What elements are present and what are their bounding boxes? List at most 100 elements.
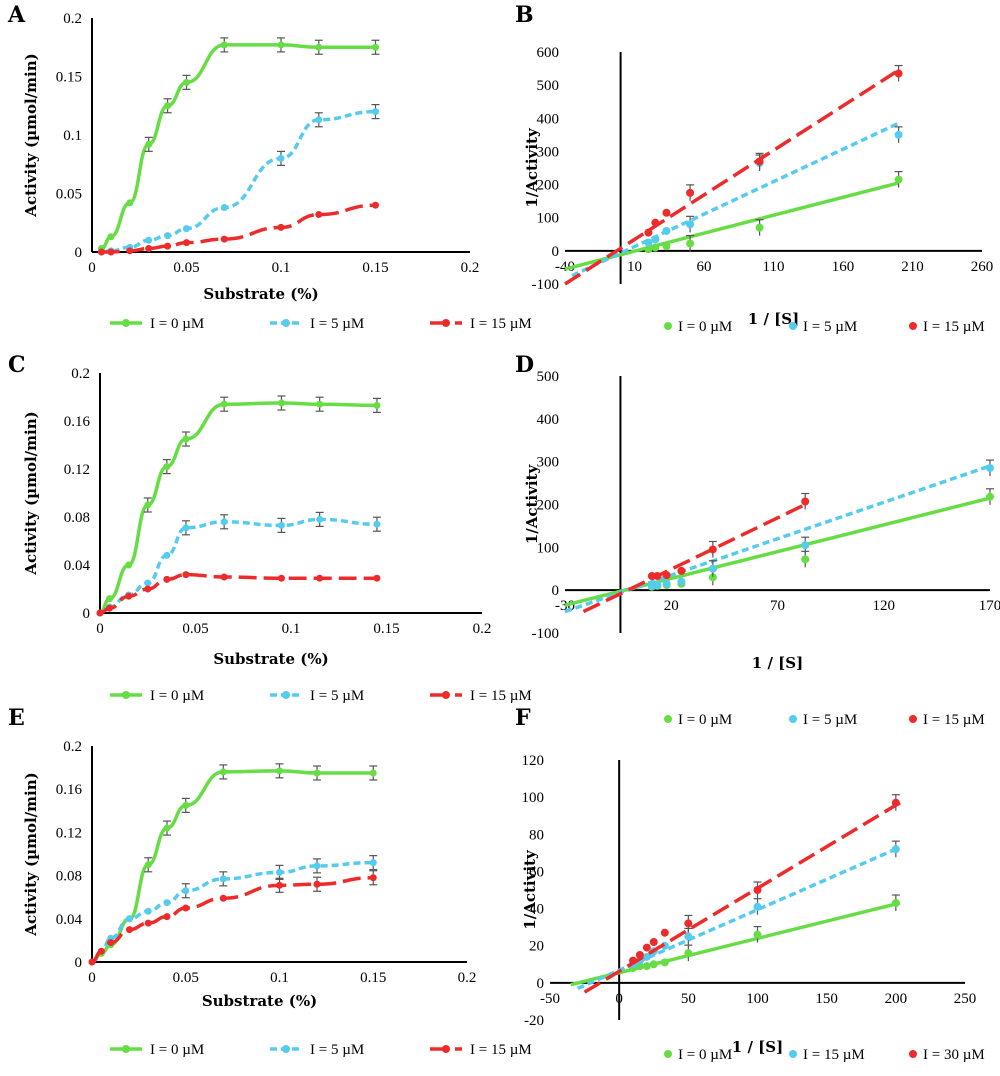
data-point — [277, 41, 285, 49]
trend-line — [564, 68, 900, 286]
legend-marker — [122, 319, 130, 327]
data-point — [163, 824, 171, 832]
data-point — [986, 492, 994, 501]
data-point — [662, 242, 671, 251]
data-point — [801, 555, 810, 564]
data-point — [144, 861, 152, 869]
data-point — [373, 574, 381, 582]
data-point — [219, 894, 227, 902]
data-point — [894, 130, 903, 139]
y-tick-label: -100 — [532, 626, 560, 642]
legend-entry: I = 15 µM — [909, 319, 985, 335]
trend-line — [564, 181, 900, 271]
series-line — [91, 769, 374, 964]
y-tick-label: 0 — [83, 606, 91, 622]
legend-marker — [282, 319, 290, 327]
data-point — [649, 960, 658, 969]
data-point — [313, 862, 321, 870]
y-tick-label: 0 — [552, 583, 560, 599]
panel-d: D -30 20 70 120 170 -100 0 100 200 300 400 500 1 / [S… — [515, 352, 1000, 728]
y-tick-label: 300 — [537, 455, 560, 471]
x-tick-label: 210 — [901, 259, 924, 275]
legend-label: I = 15 µM — [923, 712, 985, 728]
legend-entry: I = 5 µM — [270, 316, 364, 332]
data-point — [894, 69, 903, 78]
data-point — [277, 223, 285, 231]
y-axis-title: Activity (µmol/min) — [22, 411, 40, 575]
panel-letter: C — [8, 352, 26, 378]
data-point — [316, 574, 324, 582]
data-point — [708, 545, 717, 554]
y-tick-label: 0.12 — [56, 825, 82, 841]
data-point — [653, 581, 662, 590]
x-tick-label: 0.05 — [173, 260, 199, 276]
x-tick-label: 200 — [885, 991, 908, 1007]
data-point — [125, 561, 133, 569]
data-point — [277, 399, 285, 407]
data-point — [220, 235, 228, 243]
legend-marker — [664, 1050, 672, 1058]
x-tick-label: -30 — [555, 598, 575, 614]
data-point — [220, 400, 228, 408]
legend-entry: I = 5 µM — [270, 1042, 364, 1058]
data-point — [684, 932, 693, 941]
data-point — [107, 939, 115, 947]
y-tick-label: 200 — [537, 178, 560, 194]
data-point — [163, 899, 171, 907]
x-tick-label: 70 — [770, 598, 785, 614]
data-point — [651, 218, 660, 227]
legend-entry: I = 0 µM — [110, 1042, 204, 1058]
data-point — [183, 225, 190, 233]
x-axis-title: 1 / [S] — [732, 1038, 783, 1056]
data-point — [755, 223, 764, 232]
data-point — [629, 956, 637, 965]
y-tick-label: 0 — [537, 976, 545, 992]
data-point — [276, 868, 283, 876]
series-line — [101, 203, 376, 254]
data-point — [753, 930, 762, 939]
legend-marker — [282, 691, 290, 699]
data-point — [373, 401, 381, 409]
data-point — [164, 242, 172, 250]
legend-entry: I = 5 µM — [789, 319, 857, 335]
y-tick-label: 0 — [75, 245, 83, 261]
panel-c: C 0 0.05 0.1 0.15 0.2 0 0.04 0.08 0.12 0.16 0.2 Subs… — [8, 352, 532, 704]
data-point — [686, 220, 695, 229]
legend-label: I = 0 µM — [678, 319, 732, 335]
legend-label: I = 5 µM — [803, 712, 857, 728]
legend-marker — [909, 715, 917, 723]
x-tick-label: 0.15 — [360, 970, 386, 986]
legend-entry: I = 0 µM — [664, 712, 732, 728]
series-1 — [96, 395, 381, 617]
y-tick-label: -20 — [524, 1013, 544, 1029]
data-point — [145, 140, 153, 148]
data-point — [144, 907, 152, 915]
panel-b: B -40 10 60 110 160 210 260 -100 0 100 200 300 400 500… — [515, 2, 993, 335]
data-point — [276, 767, 283, 775]
y-tick-label: 0.15 — [56, 70, 82, 86]
data-point — [182, 887, 190, 895]
legend-entry: I = 15 µM — [909, 712, 985, 728]
legend-label: I = 5 µM — [310, 316, 364, 332]
series-1 — [570, 894, 901, 987]
x-tick-label: 0.15 — [362, 260, 388, 276]
data-point — [662, 226, 671, 235]
x-tick-label: 0.2 — [473, 621, 492, 637]
y-tick-label: 60 — [529, 864, 544, 880]
data-point — [182, 524, 190, 532]
data-point — [369, 874, 377, 882]
trend-line — [583, 801, 901, 994]
data-point — [642, 952, 651, 961]
data-point — [755, 157, 764, 166]
data-point — [891, 798, 900, 807]
data-point — [313, 880, 321, 888]
data-point — [107, 248, 115, 256]
legend-entry: I = 15 µM — [430, 688, 532, 704]
data-point — [219, 875, 227, 883]
y-axis-title: 1/Activity — [523, 127, 541, 208]
data-point — [369, 859, 377, 867]
x-tick-label: 150 — [815, 991, 838, 1007]
panel-letter: F — [515, 705, 531, 731]
legend-marker — [664, 322, 672, 330]
y-axis-title: Activity (µmol/min) — [22, 53, 40, 217]
